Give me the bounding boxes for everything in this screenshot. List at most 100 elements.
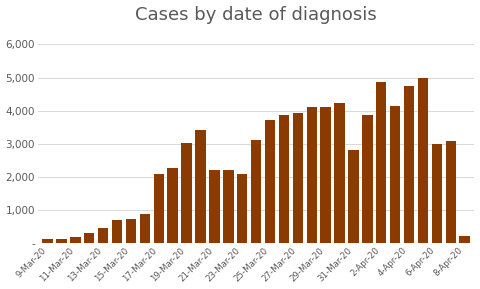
Bar xyxy=(42,240,53,243)
Bar xyxy=(56,239,67,243)
Bar xyxy=(209,175,220,243)
Bar xyxy=(307,114,317,243)
Bar xyxy=(418,77,428,243)
Bar xyxy=(279,119,289,243)
Bar xyxy=(84,234,95,243)
Bar xyxy=(98,229,108,243)
Bar xyxy=(84,235,95,243)
Bar xyxy=(140,219,150,243)
Bar xyxy=(321,107,331,243)
Bar xyxy=(70,238,81,243)
Bar xyxy=(348,151,359,243)
Bar xyxy=(126,222,136,243)
Bar xyxy=(251,140,261,243)
Bar xyxy=(348,159,359,243)
Bar xyxy=(195,137,206,243)
Bar xyxy=(140,214,150,243)
Bar xyxy=(362,120,372,243)
Bar xyxy=(307,109,317,243)
Bar xyxy=(459,237,470,243)
Bar xyxy=(265,125,275,243)
Bar xyxy=(126,219,136,243)
Bar xyxy=(265,127,275,243)
Bar xyxy=(279,121,289,243)
Bar xyxy=(293,119,303,243)
Bar xyxy=(251,145,261,243)
Bar xyxy=(404,86,414,243)
Bar xyxy=(376,98,386,243)
Bar xyxy=(223,175,234,243)
Bar xyxy=(195,132,206,243)
Bar xyxy=(362,117,372,243)
Bar xyxy=(404,109,414,243)
Bar xyxy=(445,147,456,243)
Bar xyxy=(195,130,206,243)
Bar xyxy=(445,240,456,243)
Bar xyxy=(223,174,234,243)
Bar xyxy=(459,236,470,243)
Bar xyxy=(154,175,164,243)
Bar xyxy=(140,219,150,243)
Bar xyxy=(56,240,67,243)
Bar xyxy=(181,143,192,243)
Bar xyxy=(307,112,317,243)
Bar xyxy=(237,175,248,243)
Bar xyxy=(459,240,470,243)
Bar xyxy=(335,103,345,243)
Bar xyxy=(376,81,386,243)
Bar xyxy=(293,117,303,243)
Bar xyxy=(376,101,386,243)
Bar xyxy=(126,220,136,243)
Bar xyxy=(390,108,400,243)
Bar xyxy=(223,172,234,243)
Bar xyxy=(404,112,414,243)
Bar xyxy=(335,108,345,243)
Bar xyxy=(168,168,178,243)
Bar xyxy=(376,102,386,243)
Bar xyxy=(432,159,442,243)
Bar xyxy=(98,228,108,243)
Bar xyxy=(265,122,275,243)
Bar xyxy=(84,233,95,243)
Bar xyxy=(321,109,331,243)
Bar xyxy=(348,157,359,243)
Bar xyxy=(112,220,122,243)
Bar xyxy=(307,107,317,243)
Bar xyxy=(418,97,428,243)
Bar xyxy=(251,144,261,243)
Bar xyxy=(279,115,289,243)
Bar xyxy=(335,106,345,243)
Bar xyxy=(209,170,220,243)
Bar xyxy=(56,239,67,243)
Bar xyxy=(418,91,428,243)
Bar xyxy=(335,109,345,243)
Bar xyxy=(168,170,178,243)
Bar xyxy=(223,170,234,243)
Bar xyxy=(348,154,359,243)
Bar xyxy=(459,239,470,243)
Bar xyxy=(126,221,136,243)
Bar xyxy=(390,106,400,243)
Bar xyxy=(321,111,331,243)
Bar xyxy=(251,142,261,243)
Bar xyxy=(98,229,108,243)
Bar xyxy=(432,157,442,243)
Bar xyxy=(181,151,192,243)
Bar xyxy=(209,174,220,243)
Bar xyxy=(154,174,164,243)
Bar xyxy=(42,240,53,243)
Bar xyxy=(70,238,81,243)
Bar xyxy=(209,172,220,243)
Bar xyxy=(265,120,275,243)
Bar xyxy=(70,237,81,243)
Bar xyxy=(390,111,400,243)
Bar xyxy=(445,207,456,243)
Bar xyxy=(98,228,108,243)
Bar xyxy=(237,179,248,243)
Bar xyxy=(418,99,428,243)
Bar xyxy=(56,240,67,243)
Bar xyxy=(181,147,192,243)
Bar xyxy=(321,112,331,243)
Bar xyxy=(445,140,456,243)
Bar xyxy=(237,177,248,243)
